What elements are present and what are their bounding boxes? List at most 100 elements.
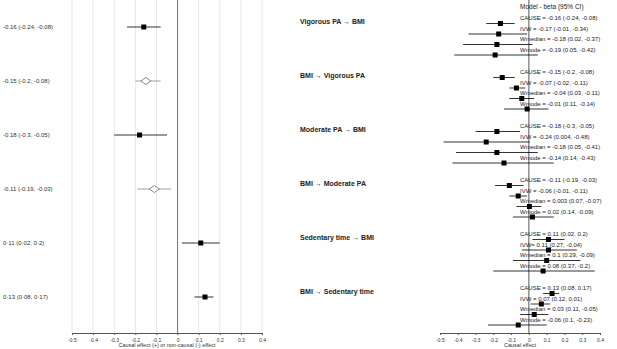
chart: -0.5-0.4-0.3-0.2-0.100.10.20.30.4Causal …: [0, 0, 617, 349]
point: [530, 215, 535, 220]
tick-mark: [476, 333, 477, 335]
tick: 0.2: [561, 333, 568, 343]
tick-label: 0.1: [544, 337, 551, 343]
category-label: -0.18 (-0.3, -0.05): [3, 132, 50, 138]
category-label: Wmedian = 0.03 (0.11, -0.05): [520, 306, 598, 312]
axis-line: [73, 334, 263, 336]
grid-line: [93, 0, 94, 333]
point: [502, 161, 507, 166]
category-label: Wmode = 0.02 (0.14, -0.09): [520, 209, 594, 215]
tick-label: -0.3: [472, 337, 481, 343]
tick: 0.1: [544, 333, 551, 343]
point: [500, 75, 505, 80]
marks: [444, 21, 595, 328]
tick-label: 0.2: [217, 337, 224, 343]
point: [525, 107, 530, 112]
category-label: -0.15 (-0.2, -0.08): [3, 78, 50, 84]
tick-mark: [178, 333, 179, 335]
tick-mark: [511, 333, 512, 335]
tick: -0.5: [68, 333, 77, 343]
category-label: 0·13 (0·08, 0·17): [3, 294, 48, 300]
point: [516, 323, 521, 328]
tick: -0.4: [454, 333, 463, 343]
point: [541, 269, 546, 274]
tick-label: -0.2: [490, 337, 499, 343]
tick-mark: [493, 333, 494, 335]
category-label: Wmedian = -0.18 (0.05, -0.41): [520, 144, 600, 150]
tick-label: 0.3: [238, 337, 245, 343]
grid-line: [177, 0, 178, 333]
grid-line: [240, 0, 241, 333]
grid-line: [198, 0, 199, 333]
group-title: Moderate PA → BMI: [300, 126, 366, 133]
category-label: Wmode = -0.14 (0.14, -0.43): [520, 155, 596, 161]
category-label: IVW= 0.11 (0.27, -0.04): [520, 242, 582, 248]
tick: 0.3: [238, 333, 245, 343]
category-label: Wmode = -0.06 (0.1, -0.23): [520, 317, 592, 323]
tick-mark: [199, 333, 200, 335]
category-label: CAUSE = -0.15 (-0.2, -0.08): [520, 69, 594, 75]
grid-line: [135, 0, 136, 333]
category-label: IVW = -0.17 (-0.01, -0.34): [520, 26, 588, 32]
point: [494, 42, 499, 47]
point: [494, 150, 499, 155]
marks: [114, 25, 220, 300]
point: [484, 140, 489, 145]
category-label: Wmedian = 0.003 (0.07, -0.07): [520, 198, 602, 204]
tick: -0.2: [490, 333, 499, 343]
category-label: Wmedian = 0.1 (0.29, -0.09): [520, 252, 595, 258]
category-label: Wmedian = -0.04 (0.03, -0.11): [520, 90, 600, 96]
group-title: Sedentary time → BMI: [300, 234, 374, 242]
tick-mark: [529, 333, 530, 335]
tick-mark: [440, 333, 441, 335]
tick-label: -0.5: [436, 337, 445, 343]
tick: 0.4: [259, 333, 266, 343]
category-label: Wmode = 0.08 (0.37, -0.2): [520, 263, 590, 269]
tick-mark: [600, 333, 601, 335]
tick-label: -0.5: [68, 337, 77, 343]
point: [141, 78, 151, 85]
category-label: Wmedian = -0.18 (0.02, -0.37): [520, 36, 600, 42]
tick: -0.4: [89, 333, 98, 343]
tick: 0.4: [597, 333, 604, 343]
category-label: CAUSE = -0.18 (-0.3, -0.05): [520, 123, 594, 129]
point: [496, 32, 501, 37]
tick: -0.5: [436, 333, 445, 343]
tick-mark: [458, 333, 459, 335]
x-axis-title: Causal effect (+) or non-causal (-) effe…: [118, 342, 216, 348]
category-label: IVW = 0.07 (0.12, 0.01): [520, 296, 582, 302]
tick-mark: [547, 333, 548, 335]
x-axis-title: Causal effect: [504, 342, 536, 348]
category-label: CAUSE = 0.11 (0.02, 0.2): [520, 231, 588, 237]
tick-label: 0.2: [561, 337, 568, 343]
category-label: CAUSE = -0.16 (-0.24, -0.08): [520, 15, 598, 21]
tick-mark: [241, 333, 242, 335]
point: [203, 295, 208, 300]
tick-mark: [564, 333, 565, 335]
tick-mark: [156, 333, 157, 335]
zero-line: [177, 0, 178, 333]
grid-line: [156, 0, 157, 333]
tick: -0.3: [472, 333, 481, 343]
tick-mark: [262, 333, 263, 335]
point: [198, 241, 203, 246]
tick-label: -0.4: [89, 337, 98, 343]
group-title: BMI → Sedentary time: [300, 288, 374, 296]
point: [137, 133, 142, 138]
tick-label: 0.4: [259, 337, 266, 343]
tick-mark: [135, 333, 136, 335]
grid-line: [219, 0, 220, 333]
point: [141, 25, 146, 30]
tick-mark: [582, 333, 583, 335]
tick-mark: [72, 333, 73, 335]
category-label: Wmode = -0.19 (0.05, -0.42): [520, 47, 596, 53]
group-title: BMI → Moderate PA: [300, 180, 366, 187]
point: [498, 21, 503, 26]
point: [149, 186, 159, 193]
point: [514, 86, 519, 91]
tick: 0.3: [579, 333, 586, 343]
tick-label: -0.4: [454, 337, 463, 343]
tick-mark: [114, 333, 115, 335]
grid-line: [262, 0, 263, 333]
category-label: IVW = -0.24 (0.004, -0.48): [520, 134, 590, 140]
